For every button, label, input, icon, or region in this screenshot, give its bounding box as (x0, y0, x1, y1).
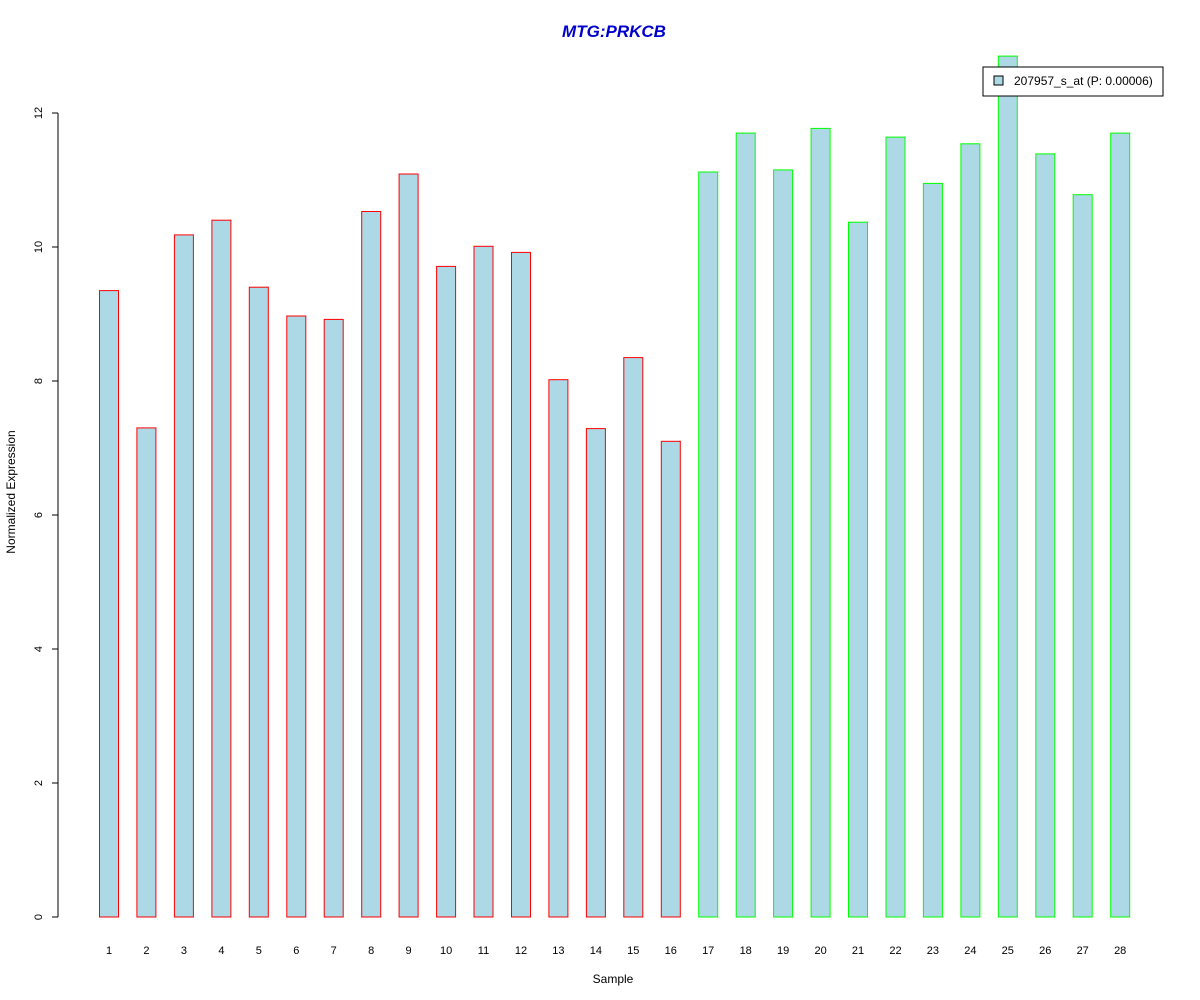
y-tick-label: 2 (33, 780, 45, 786)
bar-sample-26 (1035, 153, 1056, 918)
legend-label: 207957_s_at (P: 0.00006) (1014, 74, 1153, 88)
bar-sample-28 (1110, 132, 1131, 918)
bar-sample-22 (885, 136, 906, 918)
bar-sample-25 (997, 55, 1018, 918)
x-tick-label: 24 (964, 945, 976, 957)
bar-sample-15 (623, 357, 644, 918)
bar-sample-8 (361, 211, 382, 918)
x-tick-label: 17 (702, 945, 714, 957)
bar-sample-9 (398, 173, 419, 918)
bar-sample-2 (136, 427, 157, 918)
bar-sample-24 (960, 143, 981, 918)
legend-box (982, 66, 1164, 97)
x-tick-label: 11 (478, 945, 489, 957)
x-tick-label: 28 (1114, 945, 1126, 957)
bar-sample-1 (99, 290, 119, 918)
x-tick-label: 22 (889, 945, 901, 957)
x-tick-label: 15 (627, 945, 639, 957)
x-tick-label: 21 (852, 945, 864, 957)
bar-sample-27 (1072, 194, 1093, 918)
bar-sample-23 (922, 182, 943, 918)
y-axis-label: Normalized Expression (4, 430, 18, 553)
x-tick-labels: 1 2 3 4 5 6 7 8 9 10 11 12 13 14 15 16 17 18 19 20 21 22 23 24 2… (106, 945, 1126, 957)
x-tick-label: 1 (106, 945, 112, 957)
bar-sample-14 (585, 428, 606, 918)
x-tick-label: 13 (552, 945, 564, 957)
y-axis: 0 2 4 6 8 10 12 (33, 107, 59, 920)
x-tick-label: 26 (1039, 945, 1051, 957)
x-tick-label: 23 (927, 945, 939, 957)
x-tick-label: 12 (515, 945, 527, 957)
bar-sample-19 (773, 169, 794, 918)
bar-sample-3 (173, 234, 194, 918)
x-tick-label: 10 (440, 945, 452, 957)
x-tick-label: 20 (814, 945, 826, 957)
bar-sample-18 (735, 132, 756, 918)
bars (99, 55, 1131, 918)
y-tick-label: 0 (33, 914, 45, 920)
x-tick-label: 2 (143, 945, 149, 957)
x-tick-label: 6 (293, 945, 299, 957)
bar-sample-20 (810, 127, 831, 918)
bar-sample-6 (286, 315, 307, 918)
bar-sample-5 (248, 286, 269, 918)
x-tick-label: 7 (331, 945, 337, 957)
x-tick-label: 18 (740, 945, 752, 957)
bar-sample-21 (848, 221, 868, 918)
y-tick-label: 6 (33, 512, 45, 518)
x-tick-label: 5 (256, 945, 262, 957)
x-tick-label: 8 (368, 945, 374, 957)
bar-sample-10 (436, 265, 457, 918)
legend-swatch (993, 75, 1004, 86)
x-tick-label: 9 (406, 945, 412, 957)
x-tick-label: 25 (1002, 945, 1014, 957)
chart-title: MTG:PRKCB (562, 22, 666, 41)
x-tick-label: 19 (777, 945, 789, 957)
bar-sample-7 (323, 318, 344, 918)
x-tick-label: 27 (1077, 945, 1089, 957)
bar-sample-17 (698, 171, 719, 918)
x-tick-label: 4 (218, 945, 224, 957)
y-tick-label: 4 (33, 646, 45, 652)
x-tick-label: 3 (181, 945, 187, 957)
bar-sample-4 (211, 219, 232, 918)
y-tick-label: 8 (33, 378, 45, 384)
x-tick-label: 16 (665, 945, 677, 957)
x-tick-label: 14 (590, 945, 602, 957)
bar-sample-16 (660, 440, 681, 918)
x-axis-label: Sample (593, 972, 634, 986)
bar-sample-12 (511, 251, 531, 918)
y-tick-label: 12 (33, 107, 45, 119)
legend: 207957_s_at (P: 0.00006) (982, 66, 1164, 97)
bar-sample-11 (473, 245, 494, 918)
y-tick-label: 10 (33, 241, 45, 253)
bar-sample-13 (548, 379, 569, 918)
